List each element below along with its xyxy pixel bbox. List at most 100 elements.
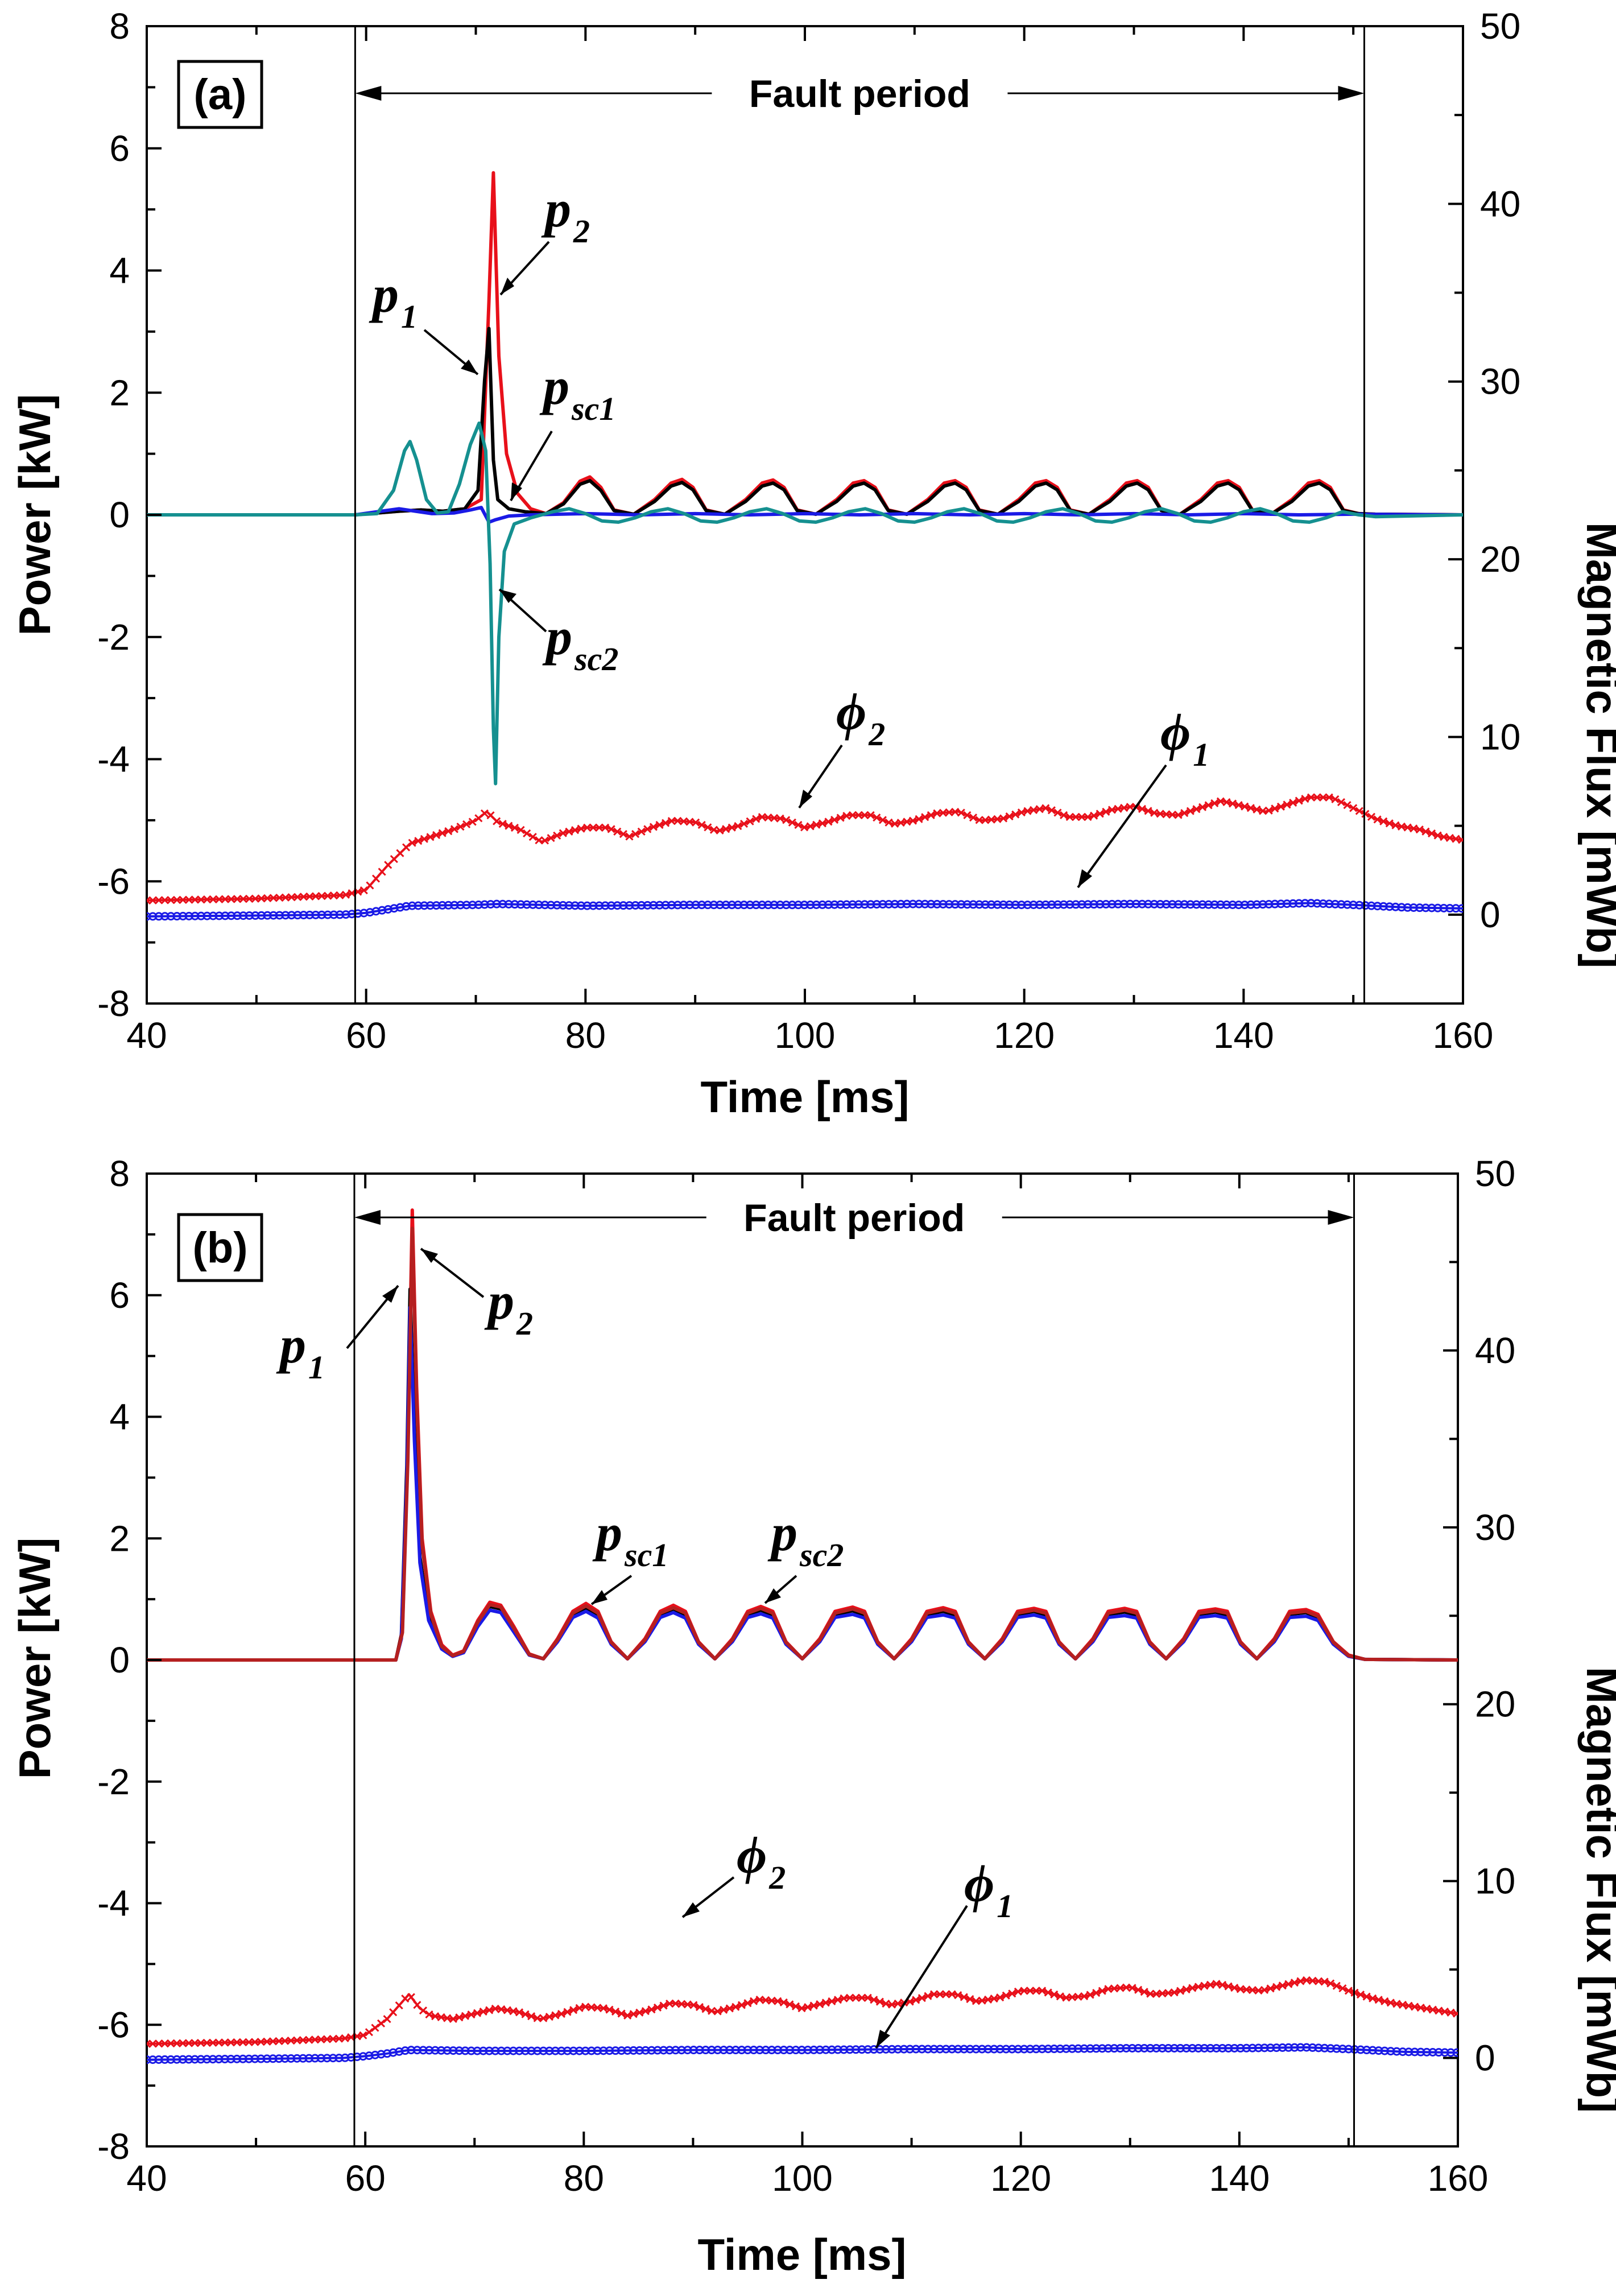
marker-phi2 (1194, 1983, 1202, 1991)
marker-phi2 (1114, 804, 1122, 813)
marker-phi2 (528, 832, 537, 841)
marker-phi2 (155, 896, 163, 905)
series-psc1 (147, 1306, 1458, 1662)
marker-phi2 (1398, 2001, 1407, 2009)
panel-label: (b) (192, 1224, 247, 1272)
marker-phi2 (903, 817, 911, 826)
marker-phi2 (1065, 812, 1074, 821)
series-phi1 (147, 2046, 1458, 2061)
marker-phi2 (713, 2007, 722, 2016)
marker-phi2 (1180, 809, 1189, 817)
marker-phi2 (966, 1994, 974, 2004)
marker-phi2 (990, 1994, 998, 2003)
annotation-p1: p1 (276, 1316, 325, 1386)
marker-phi2 (1041, 804, 1050, 812)
marker-phi2 (1290, 1979, 1299, 1987)
marker-phi2 (1278, 1981, 1287, 1990)
panel-b: 40 60 80 100 120 140 160 -8 -6 -4 -2 0 2 4 6 8 0 10 20 30… (10, 1153, 1616, 2280)
marker-phi2 (323, 2035, 331, 2043)
marker-phi2 (275, 894, 284, 902)
marker-phi2 (553, 831, 561, 840)
y-tick-label: -8 (97, 2126, 130, 2167)
marker-phi2 (545, 2013, 553, 2021)
marker-phi2 (251, 2038, 259, 2046)
marker-phi2 (882, 2000, 890, 2008)
marker-phi2 (1170, 1988, 1179, 1997)
marker-phi2 (341, 2034, 349, 2042)
marker-phi2 (589, 823, 597, 832)
marker-phi2 (1241, 802, 1249, 811)
marker-phi2 (782, 816, 791, 824)
marker-phi2 (1218, 1980, 1227, 1989)
marker-phi2 (1038, 1987, 1047, 1995)
marker-phi2 (1008, 1989, 1016, 1998)
annotation-arrowhead (592, 1590, 607, 1604)
marker-phi2 (1338, 1984, 1347, 1993)
marker-phi2 (426, 833, 435, 841)
marker-phi2 (1272, 1983, 1281, 1991)
x-tick-label: 160 (1428, 2158, 1489, 2199)
marker-phi2 (954, 1991, 962, 2000)
marker-phi2 (875, 1997, 884, 2006)
marker-phi2 (1017, 808, 1026, 817)
marker-phi2 (1374, 1996, 1383, 2004)
marker-phi2 (565, 827, 573, 836)
marker-phi2 (701, 2005, 710, 2013)
marker-phi2 (516, 825, 525, 835)
marker-phi2 (251, 894, 259, 903)
marker-phi2 (1410, 824, 1418, 833)
x-tick-label: 120 (990, 2158, 1051, 2199)
marker-phi2 (720, 2005, 728, 2014)
markers-phi1 (147, 2043, 1458, 2064)
marker-phi2 (1452, 835, 1460, 843)
marker-phi2 (1192, 805, 1201, 813)
marker-phi2 (1445, 833, 1454, 842)
marker-phi2 (569, 2006, 578, 2014)
marker-phi2 (148, 2039, 157, 2048)
marker-phi2 (384, 861, 392, 869)
x-tick-label: 80 (565, 1015, 606, 1056)
marker-phi2 (1198, 803, 1207, 811)
marker-phi2 (737, 2001, 746, 2009)
y2-tick-label: 10 (1475, 1861, 1515, 1902)
marker-phi2 (1296, 1977, 1305, 1985)
marker-phi2 (1084, 812, 1092, 821)
marker-phi2 (1367, 812, 1376, 821)
fault-arrowhead-right (1328, 1210, 1354, 1225)
marker-phi2 (420, 835, 428, 843)
y-axis-title: Power [kW] (10, 394, 60, 636)
y-tick-label: 6 (109, 1275, 130, 1316)
marker-phi2 (575, 2004, 584, 2012)
marker-phi2 (468, 817, 477, 826)
marker-phi2 (1264, 806, 1273, 815)
marker-phi2 (662, 819, 670, 827)
marker-phi2 (774, 1997, 782, 2005)
marker-phi2 (716, 826, 724, 835)
marker-phi2 (1210, 799, 1219, 808)
marker-phi2 (725, 2004, 734, 2013)
marker-phi2 (957, 808, 965, 817)
marker-phi2 (1035, 805, 1044, 813)
marker-phi2 (329, 891, 338, 900)
marker-phi2 (413, 2001, 421, 2009)
marker-phi2 (1126, 803, 1134, 811)
marker-phi2 (1355, 807, 1363, 815)
marker-phi2 (431, 2012, 440, 2021)
marker-phi2 (498, 820, 507, 828)
marker-phi2 (191, 2039, 199, 2047)
marker-phi2 (287, 893, 296, 902)
marker-phi2 (861, 811, 869, 819)
marker-phi2 (1331, 795, 1340, 804)
marker-phi2 (1446, 2008, 1455, 2017)
marker-phi2 (1005, 812, 1014, 821)
y2-tick-label: 20 (1475, 1684, 1515, 1725)
y2-tick-label: 30 (1480, 361, 1520, 402)
annotation-psc2: psc2 (767, 1504, 844, 1574)
marker-phi2 (1212, 1980, 1221, 1988)
marker-phi2 (1224, 1982, 1233, 1991)
data-layer (147, 171, 1463, 921)
marker-phi2 (1230, 1984, 1239, 1992)
y2-axis-title: Magnetic Flux [mWb] (1577, 1667, 1616, 2113)
marker-phi2 (185, 895, 193, 904)
marker-phi2 (821, 1998, 830, 2007)
